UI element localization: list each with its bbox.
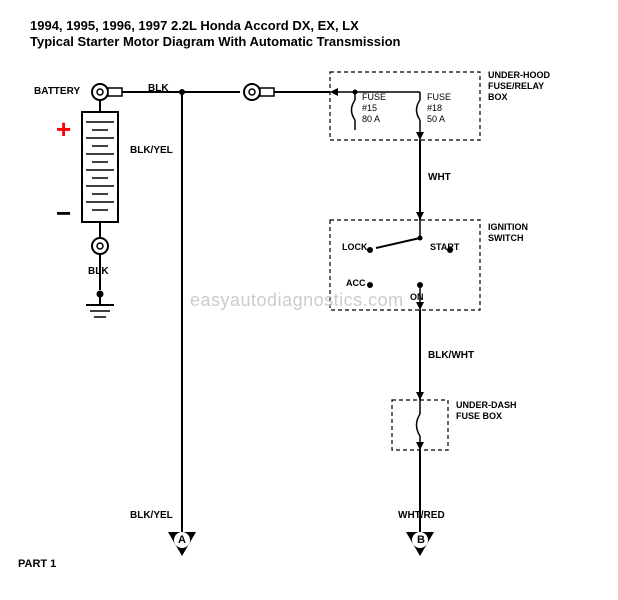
fuse-18: [417, 100, 421, 120]
part-label: PART 1: [18, 558, 56, 570]
box3-l2: FUSE BOX: [456, 411, 502, 421]
watermark: easyautodiagnostics.com: [190, 290, 404, 311]
fuse18-l3: 50 A: [427, 114, 445, 124]
fuse-15: [352, 100, 356, 120]
wire-whtred-label: WHT/RED: [398, 510, 445, 521]
wire-blkyel-label-2: BLK/YEL: [130, 510, 173, 521]
fuse15-l2: #15: [362, 103, 377, 113]
battery-symbol: [82, 112, 118, 222]
box1-l2: FUSE/RELAY: [488, 81, 544, 91]
plus-symbol: +: [56, 114, 71, 145]
wire-blk-label: BLK: [148, 83, 169, 94]
ign-lock: LOCK: [342, 242, 368, 252]
marker-a-text: A: [178, 534, 186, 546]
fuse15-l3: 80 A: [362, 114, 380, 124]
ign-acc: ACC: [346, 278, 366, 288]
minus-symbol: −: [56, 198, 71, 229]
box3-l1: UNDER-DASH: [456, 400, 517, 410]
ign-start: START: [430, 242, 459, 252]
ign-l1: IGNITION: [488, 222, 528, 232]
marker-b-text: B: [417, 534, 425, 546]
wire-blkwht-label: BLK/WHT: [428, 350, 474, 361]
eyelet-connector: [244, 84, 274, 100]
box1-l3: BOX: [488, 92, 508, 102]
fuse18-l2: #18: [427, 103, 442, 113]
fuse15-l1: FUSE: [362, 92, 386, 102]
ign-l2: SWITCH: [488, 233, 524, 243]
wire-blk-neg-label: BLK: [88, 266, 109, 277]
battery-label: BATTERY: [34, 86, 80, 97]
box1-l1: UNDER-HOOD: [488, 70, 550, 80]
wire-wht-label: WHT: [428, 172, 451, 183]
battery-pos-terminal: [92, 84, 122, 112]
ign-on: ON: [410, 292, 424, 302]
fuse18-l1: FUSE: [427, 92, 451, 102]
wire-blkyel-label-1: BLK/YEL: [130, 145, 173, 156]
